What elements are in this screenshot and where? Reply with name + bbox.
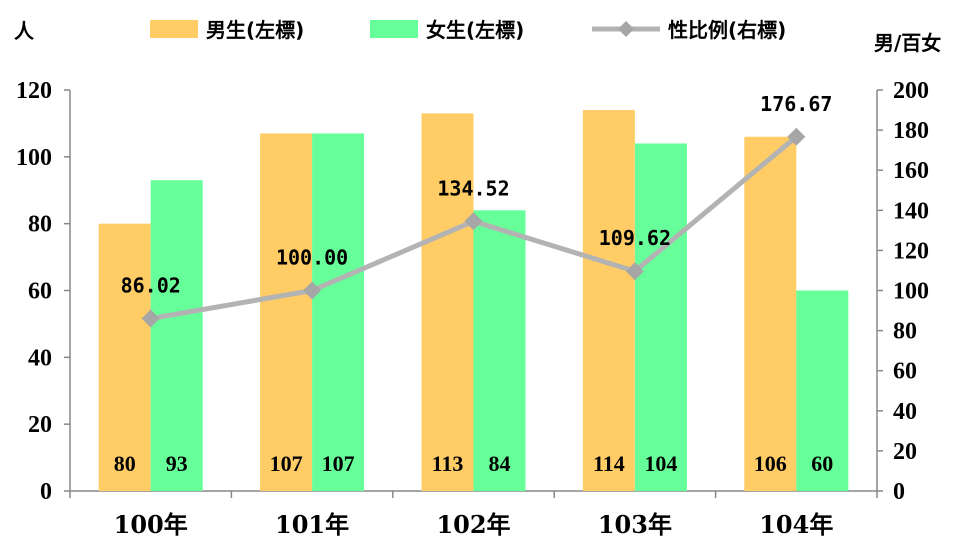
left-axis-ticks: 0 20 40 60 80 100 120: [16, 78, 70, 505]
legend-swatch-ratio-marker: [618, 21, 634, 37]
bar-label-male: 80: [114, 451, 136, 476]
ratio-point: [141, 309, 160, 328]
legend-label-female: 女生(左標): [426, 18, 524, 42]
left-axis-unit-label: 人: [14, 19, 35, 43]
right-tick-label: 120: [893, 238, 929, 264]
bars: [98, 110, 849, 492]
right-tick-label: 40: [893, 399, 917, 425]
left-tick-label: 80: [28, 212, 52, 238]
bar-female: [312, 133, 365, 492]
legend-label-ratio: 性比例(右標): [668, 18, 786, 42]
bar-label-female: 107: [322, 451, 355, 476]
ratio-point: [464, 212, 483, 231]
ratio-series: [141, 127, 806, 328]
bar-label-female: 60: [811, 451, 833, 476]
right-axis-ticks: 0 20 40 60 80 100 120 140 160 180 200: [877, 78, 929, 505]
right-tick-label: 200: [893, 78, 929, 104]
legend-swatch-male: [150, 20, 198, 38]
right-tick-label: 160: [893, 158, 929, 184]
bar-male: [421, 113, 474, 492]
ratio-point: [625, 262, 644, 281]
ratio-value-label: 86.02: [121, 274, 181, 298]
bar-female: [473, 210, 526, 492]
x-category-label: 102年: [436, 510, 510, 536]
right-axis-unit-label: 男/百女: [874, 31, 941, 55]
ratio-point: [787, 127, 806, 146]
bar-label-male: 107: [270, 451, 303, 476]
ratio-value-label: 109.62: [599, 226, 671, 250]
right-tick-label: 80: [893, 319, 917, 345]
left-tick-label: 0: [40, 479, 52, 505]
right-tick-label: 0: [893, 479, 905, 505]
legend-swatch-female: [370, 20, 418, 38]
bar-label-male: 114: [593, 451, 625, 476]
bar-label-female: 84: [489, 451, 511, 476]
bar-male: [98, 223, 151, 491]
legend: 男生(左標) 女生(左標) 性比例(右標): [150, 18, 786, 42]
right-tick-label: 100: [893, 279, 929, 305]
bar-label-female: 104: [644, 451, 677, 476]
x-category-label: 103年: [598, 510, 672, 536]
ratio-value-labels: 86.02 100.00 134.52 109.62 176.67: [121, 92, 833, 298]
bar-male: [260, 133, 313, 492]
right-tick-label: 140: [893, 198, 929, 224]
left-tick-label: 20: [28, 412, 52, 438]
right-tick-label: 60: [893, 359, 917, 385]
bar-label-male: 106: [754, 451, 787, 476]
bar-label-female: 93: [166, 451, 188, 476]
bar-value-labels: 80 107 113 114 106 93 107 84 104 60: [114, 451, 834, 476]
bar-male: [744, 136, 797, 492]
bar-female: [796, 290, 849, 491]
x-axis-ticks: 100年 101年 102年 103年 104年: [69, 491, 878, 536]
ratio-value-label: 134.52: [437, 176, 509, 200]
x-category-label: 101年: [275, 510, 349, 536]
legend-label-male: 男生(左標): [206, 18, 304, 42]
ratio-point: [303, 281, 322, 300]
x-category-label: 100年: [114, 510, 188, 536]
left-tick-label: 40: [28, 345, 52, 371]
left-tick-label: 100: [16, 145, 52, 171]
x-category-label: 104年: [759, 510, 833, 536]
left-tick-label: 60: [28, 279, 52, 305]
right-tick-label: 20: [893, 439, 917, 465]
ratio-value-label: 100.00: [276, 246, 348, 270]
left-tick-label: 120: [16, 78, 52, 104]
bar-female: [150, 180, 203, 491]
right-tick-label: 180: [893, 118, 929, 144]
bar-label-male: 113: [432, 451, 464, 476]
bar-male: [582, 110, 635, 492]
ratio-value-label: 176.67: [760, 92, 832, 116]
bar-female: [634, 143, 687, 491]
